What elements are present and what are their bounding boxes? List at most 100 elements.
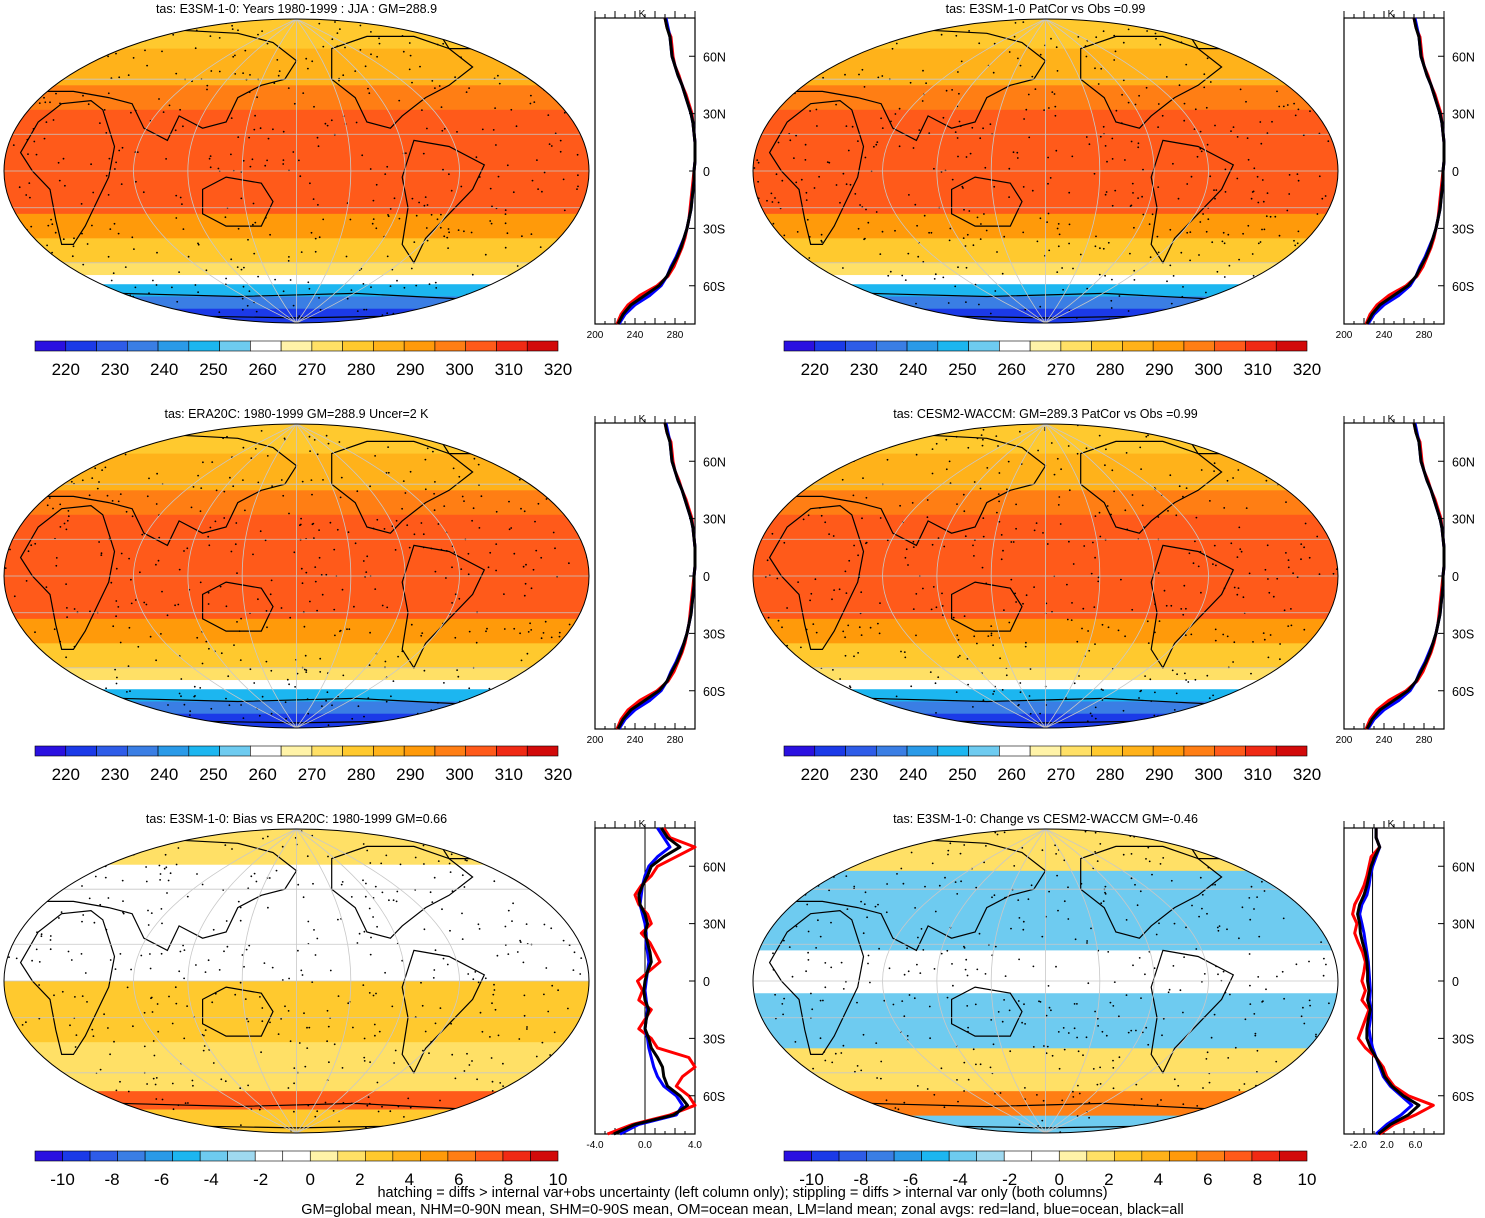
colorbar-swatch — [783, 1150, 812, 1162]
graticule — [753, 828, 1339, 1133]
zonal-x-tick-label: 240 — [627, 330, 644, 341]
colorbar-tick-label: 250 — [199, 360, 227, 379]
zonal-lat-label: 30S — [703, 627, 725, 641]
map-field — [753, 828, 1339, 1133]
colorbar-swatch — [1060, 340, 1092, 352]
colorbar-swatch — [434, 340, 467, 352]
zonal-lat-label: 60N — [1452, 860, 1475, 874]
colorbar-swatch — [157, 340, 190, 352]
colorbar: 220 230 240 250 260 270 280 290 300 310 320 — [783, 745, 1321, 784]
colorbar-tick-label: -10 — [50, 1170, 75, 1189]
coastline — [19, 99, 116, 245]
colorbar-swatch — [1183, 745, 1216, 757]
colorbar-swatch — [309, 1150, 339, 1162]
colorbar-tick-label: -6 — [903, 1170, 918, 1189]
map-border — [3, 18, 590, 324]
colorbar-swatch — [392, 1150, 421, 1162]
colorbar-tick-label: 320 — [544, 765, 572, 784]
coastline — [768, 504, 865, 650]
colorbar-tick-label: -4 — [953, 1170, 968, 1189]
zonal-all-line — [613, 827, 689, 1136]
coastline — [401, 544, 486, 670]
zonal-lat-label: 30N — [703, 918, 726, 932]
zonal-land-line — [1364, 422, 1446, 730]
colorbar-tick-label: -8 — [854, 1170, 869, 1189]
coastline — [1185, 23, 1247, 50]
colorbar-tick-label: 10 — [549, 1170, 568, 1189]
graticule — [753, 423, 1339, 728]
colorbar-swatch — [968, 340, 1000, 352]
coastline — [951, 581, 1023, 632]
zonal-x-tick-label: 2.0 — [1380, 1140, 1394, 1151]
map-border — [3, 828, 590, 1134]
colorbar-swatch — [1251, 1150, 1280, 1162]
map-field — [753, 18, 1339, 323]
zonal-lat-label: 30N — [1452, 918, 1475, 932]
colorbar: 220 230 240 250 260 270 280 290 300 310 320 — [34, 340, 572, 379]
zonal-lat-label: 30S — [1452, 1032, 1474, 1046]
zonal-lat-label: 30S — [1452, 627, 1474, 641]
colorbar-swatch — [126, 340, 159, 352]
colorbar-swatch — [157, 745, 190, 757]
zonal-land-line — [606, 827, 697, 1136]
coastline — [436, 23, 498, 50]
zonal-lat-label: 60N — [1452, 455, 1475, 469]
colorbar-tick-label: 300 — [445, 765, 473, 784]
colorbar-swatch — [219, 745, 251, 757]
zonal-x-tick-label: 240 — [627, 735, 644, 746]
colorbar-tick-label: 310 — [495, 765, 523, 784]
zonal-x-tick-label: -2.0 — [1350, 1140, 1368, 1151]
colorbar-swatch — [420, 1150, 449, 1162]
zonal-land-line — [1364, 17, 1446, 325]
zonal-frame — [594, 422, 696, 730]
coastline — [401, 139, 486, 265]
colorbar-swatch — [34, 1150, 63, 1162]
colorbar-swatch — [144, 1150, 173, 1162]
colorbar-tick-label: 2 — [355, 1170, 364, 1189]
colorbar-swatch — [1245, 745, 1277, 757]
colorbar-tick-label: 270 — [1047, 360, 1075, 379]
map-title: tas: E3SM-1-0: Bias vs ERA20C: 1980-1999… — [145, 812, 448, 826]
colorbar-swatch — [365, 1150, 394, 1162]
colorbar-swatch — [434, 745, 467, 757]
zonal-lat-label: 0 — [1452, 165, 1459, 179]
zonal-units-label: K — [1388, 819, 1395, 830]
colorbar-tick-label: 220 — [52, 360, 80, 379]
colorbar-tick-label: 250 — [948, 360, 976, 379]
zonal-lat-label: 60N — [703, 860, 726, 874]
colorbar-swatch — [999, 745, 1031, 757]
colorbar-swatch — [948, 1150, 977, 1162]
colorbar-swatch — [783, 340, 816, 352]
coastline — [1150, 544, 1235, 670]
colorbar-tick-label: 0 — [306, 1170, 315, 1189]
colorbar-tick-label: -6 — [154, 1170, 169, 1189]
zonal-lat-label: 60S — [703, 685, 725, 699]
colorbar-tick-label: -2 — [1002, 1170, 1017, 1189]
colorbar-swatch — [1275, 745, 1308, 757]
coastline — [331, 440, 474, 534]
colorbar-tick-label: 230 — [101, 765, 129, 784]
zonal-lat-label: 0 — [1452, 570, 1459, 584]
colorbar-swatch — [199, 1150, 228, 1162]
colorbar-tick-label: 260 — [248, 765, 276, 784]
map-border — [3, 423, 590, 729]
colorbar-tick-label: 240 — [899, 765, 927, 784]
colorbar-swatch — [89, 1150, 118, 1162]
zonal-lat-label: 30S — [703, 222, 725, 236]
colorbar: -10 -8 -6 -4 -2 0 2 4 6 8 10 — [34, 1150, 568, 1189]
colorbar-tick-label: 280 — [347, 765, 375, 784]
coastline — [951, 986, 1023, 1037]
colorbar-tick-label: -10 — [799, 1170, 824, 1189]
colorbar-tick-label: 280 — [1096, 765, 1124, 784]
colorbar-tick-label: 270 — [298, 765, 326, 784]
zonal-ocean-line — [1366, 422, 1446, 730]
robinson-map — [752, 423, 1339, 729]
zonal-x-tick-label: 200 — [587, 330, 604, 341]
colorbar-swatch — [447, 1150, 476, 1162]
colorbar-tick-label: 280 — [347, 360, 375, 379]
robinson-map — [3, 828, 590, 1134]
colorbar-tick-label: 4 — [1154, 1170, 1163, 1189]
zonal-lat-label: 60S — [1452, 685, 1474, 699]
colorbar-swatch — [866, 1150, 895, 1162]
map-field — [4, 828, 590, 1133]
